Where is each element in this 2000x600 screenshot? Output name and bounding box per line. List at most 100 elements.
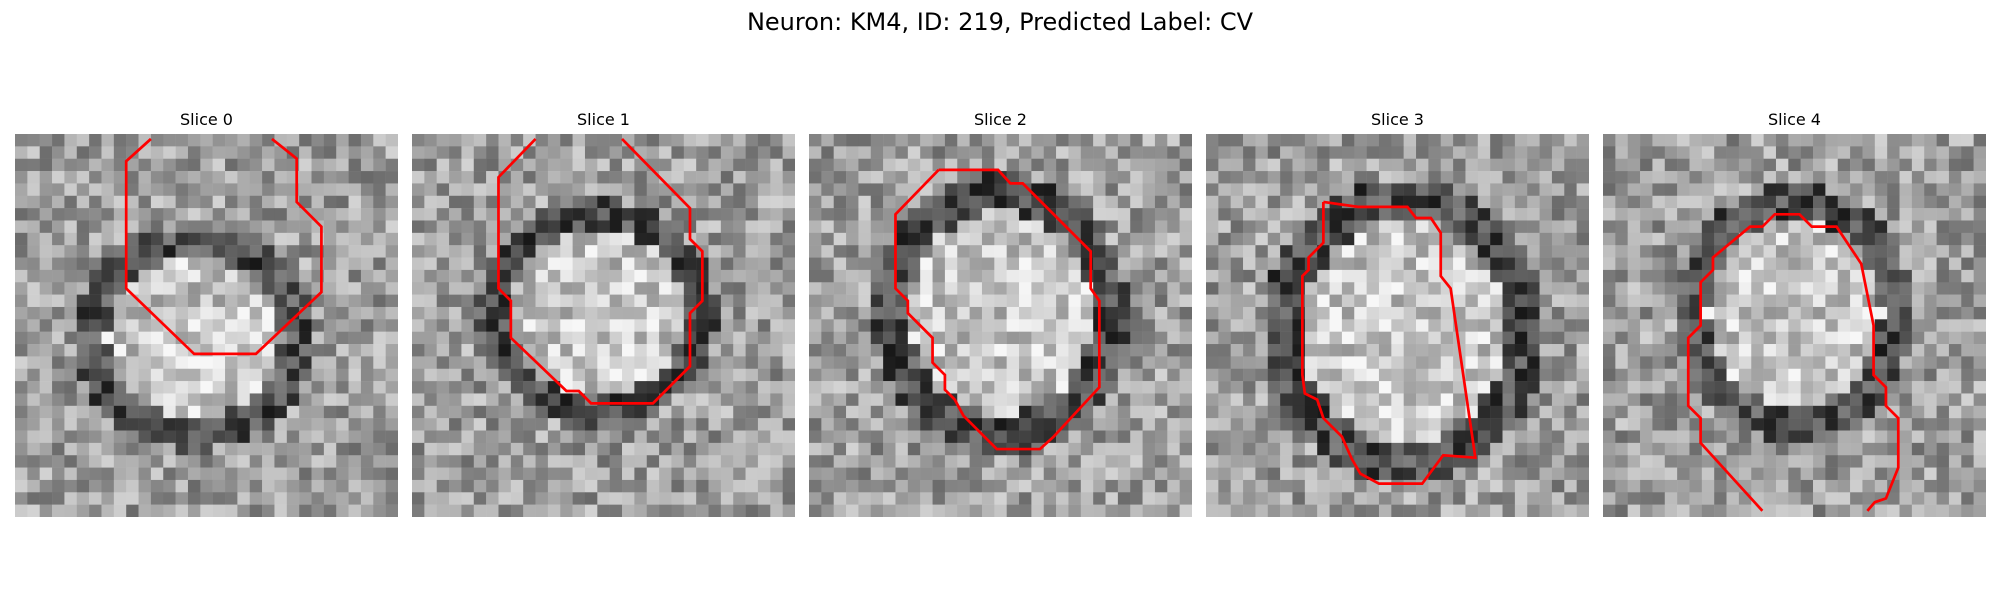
pixel [1056,455,1069,468]
pixel [150,442,164,456]
pixel [249,245,263,258]
pixel [1428,232,1441,246]
pixel [1850,492,1863,505]
pixel [1850,393,1863,407]
pixel [1490,158,1503,172]
pixel [646,146,660,159]
pixel [360,430,374,444]
pixel [1738,134,1752,147]
pixel [510,134,524,147]
pixel [449,306,462,320]
pixel [745,146,759,159]
pixel [547,220,561,234]
pixel [1813,306,1826,320]
pixel [1714,467,1727,481]
pixel [225,195,238,209]
pixel [1206,146,1219,159]
pixel [39,492,53,505]
pixel [1117,134,1131,147]
pixel [833,418,847,431]
pixel [1230,467,1244,481]
pixel [1576,479,1589,493]
pixel [1551,232,1565,246]
pixel [833,171,847,184]
pixel [1329,455,1343,468]
pixel [883,344,896,357]
pixel [1329,269,1343,283]
pixel [907,208,921,221]
pixel [833,405,847,419]
pixel [323,430,337,444]
pixel [1304,306,1318,320]
pixel [895,146,909,159]
pixel [373,368,386,382]
pixel [1652,232,1666,246]
pixel [920,306,933,320]
pixel [1726,405,1740,419]
pixel [1490,393,1503,407]
pixel [821,294,834,308]
pixel [809,368,822,382]
pixel [449,134,462,147]
pixel [187,368,201,382]
pixel [1354,368,1367,382]
pixel [846,171,859,184]
pixel [1652,319,1666,332]
pixel [1514,331,1528,345]
pixel [1539,208,1553,221]
pixel [981,306,995,320]
pixel [1255,467,1269,481]
pixel [1924,208,1937,221]
pixel [957,208,970,221]
pixel [348,269,362,283]
pixel [535,467,549,481]
pixel [126,442,139,456]
pixel [720,282,734,295]
pixel [1825,418,1838,431]
pixel [348,368,362,382]
pixel [1167,208,1180,221]
pixel [622,183,635,197]
pixel [1366,442,1380,456]
pixel [622,331,635,345]
pixel [163,134,176,147]
pixel [1068,183,1082,197]
pixel [584,232,598,246]
pixel [671,158,685,172]
pixel [1117,195,1131,209]
pixel [634,294,647,308]
pixel [1056,368,1069,382]
pixel [1056,479,1069,493]
pixel [757,220,771,234]
pixel [745,442,759,456]
pixel [1775,257,1789,271]
pixel [1763,183,1777,197]
pixel [883,418,896,431]
pixel [1477,418,1491,431]
pixel [249,171,263,184]
pixel [1627,368,1641,382]
pixel [1391,282,1404,295]
pixel [1640,158,1653,172]
pixel [944,306,958,320]
pixel [634,492,647,505]
pixel [1664,504,1678,517]
pixel [994,430,1007,444]
pixel [609,344,623,357]
pixel [412,306,425,320]
pixel [1689,504,1703,517]
pixel [1391,455,1404,468]
microscopy-pixels-3 [1206,134,1589,517]
pixel [1813,134,1826,147]
pixel [1428,331,1441,345]
pixel [821,282,834,295]
pixel [1416,381,1429,394]
pixel [782,492,795,505]
pixel [89,269,102,283]
red-contour-4 [1686,212,1900,512]
pixel [1218,319,1231,332]
pixel [1689,146,1703,159]
pixel [39,195,53,209]
pixel [1465,158,1479,172]
pixel [782,430,795,444]
